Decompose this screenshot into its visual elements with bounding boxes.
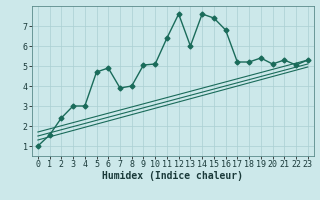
- X-axis label: Humidex (Indice chaleur): Humidex (Indice chaleur): [102, 171, 243, 181]
